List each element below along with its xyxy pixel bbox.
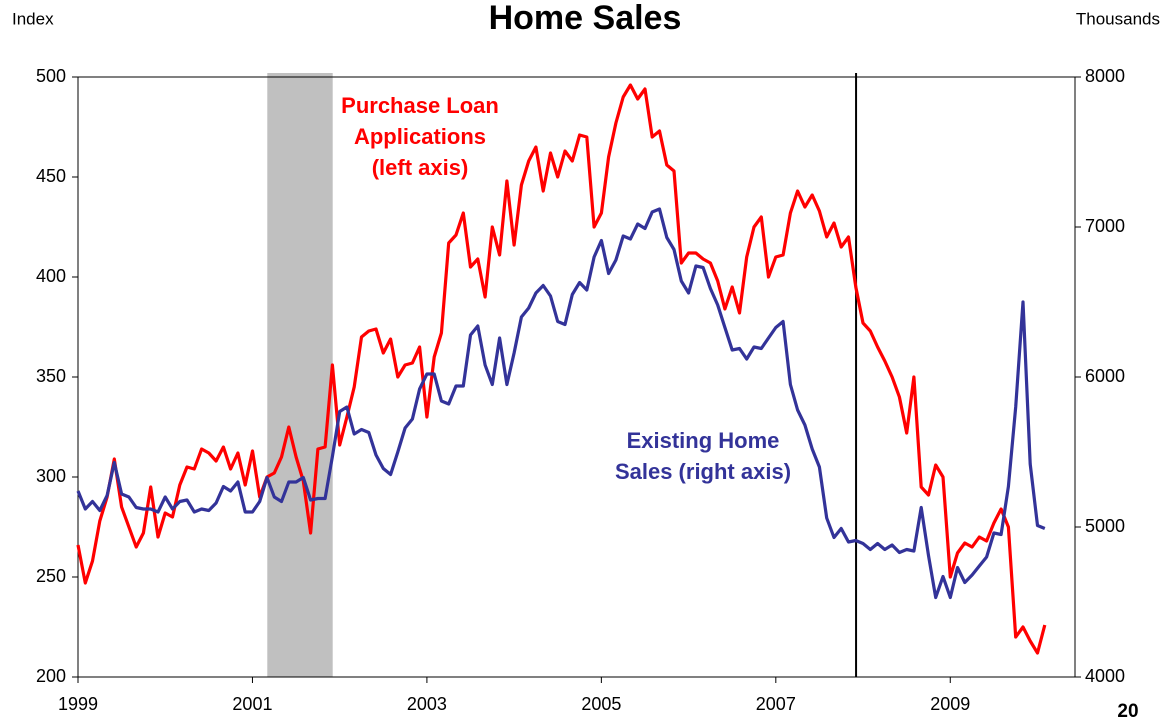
x-tick-label: 2005: [581, 694, 621, 714]
plot-frame: [77, 76, 1076, 678]
y-axis-label: Index: [12, 9, 54, 28]
series-line: [76, 207, 1046, 600]
y2-tick-label: 5000: [1085, 516, 1125, 536]
y2-tick-label: 6000: [1085, 366, 1125, 386]
annotation: Applications: [354, 124, 486, 149]
x-tick-label: 2009: [930, 694, 970, 714]
annotation: (left axis): [372, 155, 469, 180]
x-tick-label: 2001: [232, 694, 272, 714]
y-tick-label: 200: [36, 666, 66, 686]
y-tick-label: 250: [36, 566, 66, 586]
y2-axis-label: Thousands: [1076, 9, 1160, 28]
y2-tick-label: 7000: [1085, 216, 1125, 236]
annotation: Purchase Loan: [341, 93, 499, 118]
x-tick-label: 1999: [58, 694, 98, 714]
x-tick-label: 2003: [407, 694, 447, 714]
y2-tick-label: 8000: [1085, 66, 1125, 86]
chart-title: Home Sales: [489, 0, 682, 37]
recession-band: [267, 73, 333, 677]
y-tick-label: 300: [36, 466, 66, 486]
y-tick-label: 400: [36, 266, 66, 286]
y-tick-label: 350: [36, 366, 66, 386]
y-tick-label: 500: [36, 66, 66, 86]
annotation: Existing Home: [627, 428, 780, 453]
page-number: 20: [1117, 701, 1138, 722]
y2-tick-label: 4000: [1085, 666, 1125, 686]
y-tick-label: 450: [36, 166, 66, 186]
annotation: Sales (right axis): [615, 459, 791, 484]
x-tick-label: 2007: [756, 694, 796, 714]
series-line: [76, 83, 1047, 655]
